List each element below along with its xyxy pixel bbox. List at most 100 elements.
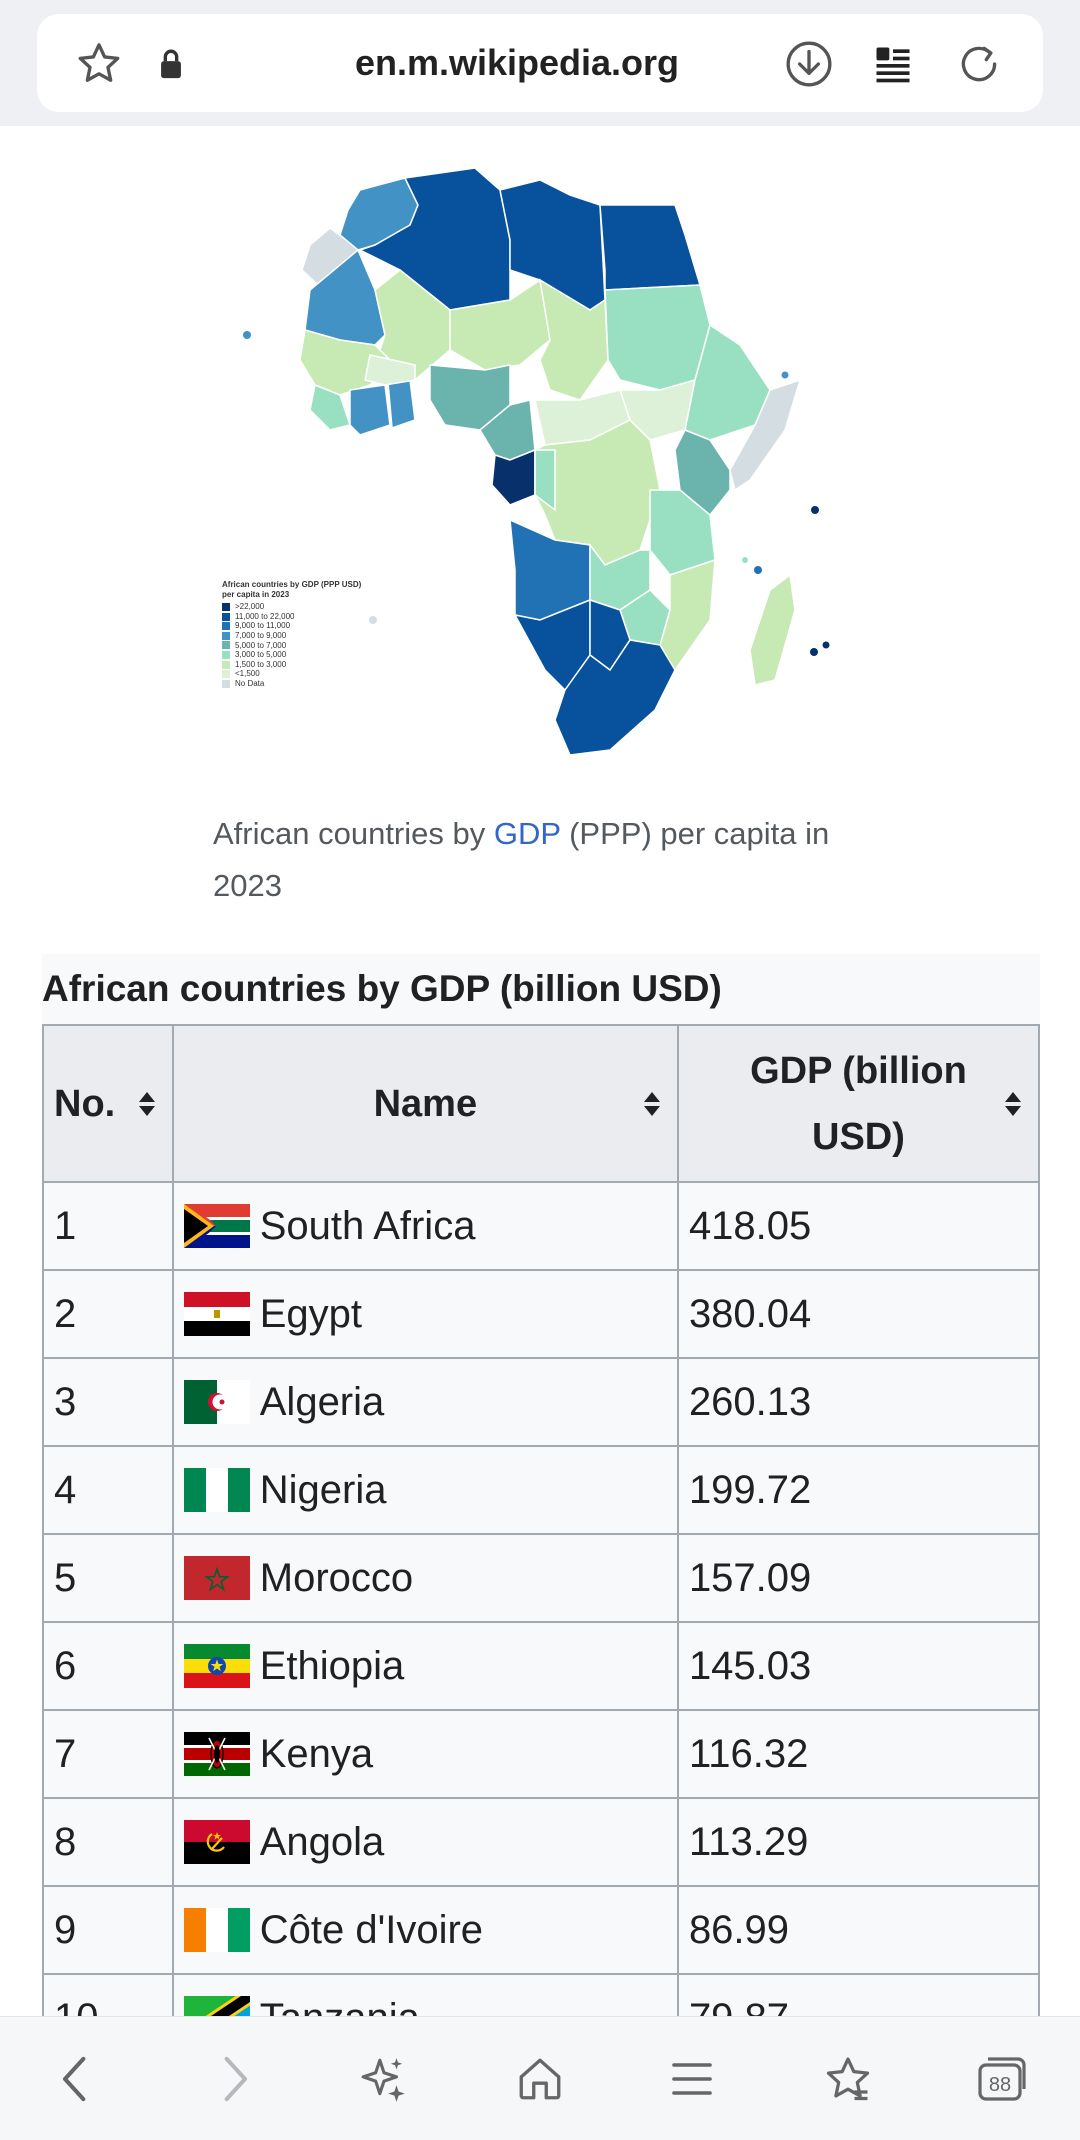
legend-item: 3,000 to 5,000 — [222, 650, 372, 660]
table-row: 5 Morocco 157.09 — [42, 1533, 1041, 1623]
map-caption: African countries by GDP (PPP) per capit… — [213, 808, 893, 912]
star-outline-icon[interactable] — [73, 38, 125, 90]
browser-toolbar: en.m.wikipedia.org — [0, 0, 1080, 126]
column-header-no[interactable]: No. — [42, 1024, 174, 1183]
country-name-link[interactable]: Kenya — [259, 1731, 374, 1776]
legend-item: No Data — [222, 679, 372, 689]
row-number: 1 — [42, 1181, 174, 1271]
ethiopia-flag-icon — [183, 1644, 250, 1688]
morocco-flag-icon — [183, 1556, 250, 1600]
gdp-value: 113.29 — [676, 1797, 1041, 1887]
address-bar[interactable]: en.m.wikipedia.org — [37, 14, 1043, 112]
tabs-icon[interactable]: 88 — [970, 2047, 1034, 2111]
algeria-flag-icon — [183, 1380, 250, 1424]
gdp-value: 157.09 — [676, 1533, 1041, 1623]
row-number: 7 — [42, 1709, 174, 1799]
table-row: 8 Angola 113.29 — [42, 1797, 1041, 1887]
lock-icon — [145, 38, 197, 90]
table-row: 3 Algeria 260.13 — [42, 1357, 1041, 1447]
row-number: 5 — [42, 1533, 174, 1623]
sort-icon[interactable] — [1002, 1089, 1024, 1119]
legend-label: No Data — [235, 678, 265, 688]
reader-mode-icon[interactable] — [867, 38, 919, 90]
column-header-name-label: Name — [373, 1082, 478, 1125]
cote-divoire-flag-icon — [183, 1908, 250, 1952]
legend-label: 7,000 to 9,000 — [235, 630, 287, 640]
country-name-link[interactable]: Algeria — [259, 1379, 385, 1424]
column-header-name[interactable]: Name — [171, 1024, 679, 1183]
column-header-gdp-line2: USD) — [812, 1115, 905, 1158]
table-row: 6 Ethiopia 145.03 — [42, 1621, 1041, 1711]
country-name-link[interactable]: South Africa — [259, 1203, 476, 1248]
reload-icon[interactable] — [953, 38, 1005, 90]
country-name-link[interactable]: Nigeria — [259, 1467, 387, 1512]
row-number: 4 — [42, 1445, 174, 1535]
south-africa-flag-icon — [183, 1204, 250, 1248]
legend-label: 9,000 to 11,000 — [235, 621, 291, 631]
row-number: 3 — [42, 1357, 174, 1447]
caption-text-after: (PPP) per capita in 2023 — [213, 816, 830, 903]
legend-item: 5,000 to 7,000 — [222, 641, 372, 651]
legend-item: <1,500 — [222, 669, 372, 679]
table-header-row: No. Name GDP (billion USD) — [42, 1024, 1041, 1183]
table-row: 4 Nigeria 199.72 — [42, 1445, 1041, 1535]
gdp-value: 86.99 — [676, 1885, 1041, 1975]
gdp-value: 380.04 — [676, 1269, 1041, 1359]
egypt-flag-icon — [183, 1292, 250, 1336]
table-row: 1 South Africa 418.05 — [42, 1181, 1041, 1271]
bottom-navigation-bar: 88 — [0, 2016, 1080, 2140]
country-name-link[interactable]: Angola — [259, 1819, 385, 1864]
gdp-value: 418.05 — [676, 1181, 1041, 1271]
download-icon[interactable] — [783, 38, 835, 90]
gdp-value: 116.32 — [676, 1709, 1041, 1799]
forward-icon[interactable] — [202, 2047, 266, 2111]
caption-text-before: African countries by — [213, 816, 494, 851]
column-header-gdp[interactable]: GDP (billion USD) — [676, 1024, 1041, 1183]
gdp-table: No. Name GDP (billion USD) 1 South Afric… — [42, 1024, 1041, 2063]
legend-label: 5,000 to 7,000 — [235, 640, 287, 650]
row-number: 9 — [42, 1885, 174, 1975]
tabs-count: 88 — [989, 2074, 1011, 2096]
legend-label: >22,000 — [235, 602, 265, 612]
menu-icon[interactable] — [660, 2047, 724, 2111]
row-number: 2 — [42, 1269, 174, 1359]
table-row: 2 Egypt 380.04 — [42, 1269, 1041, 1359]
table-row: 7 Kenya 116.32 — [42, 1709, 1041, 1799]
country-name-link[interactable]: Egypt — [259, 1291, 363, 1336]
legend-title: African countries by GDP (PPP USD) per c… — [222, 580, 362, 599]
legend-label: 3,000 to 5,000 — [235, 650, 287, 660]
url-text[interactable]: en.m.wikipedia.org — [354, 42, 680, 83]
legend-item: 1,500 to 3,000 — [222, 660, 372, 670]
sort-icon[interactable] — [136, 1089, 158, 1119]
gdp-value: 145.03 — [676, 1621, 1041, 1711]
column-header-no-label: No. — [54, 1082, 116, 1125]
kenya-flag-icon — [183, 1732, 250, 1776]
back-icon[interactable] — [44, 2047, 108, 2111]
nigeria-flag-icon — [183, 1468, 250, 1512]
africa-gdp-map[interactable] — [210, 150, 850, 780]
legend-item: 7,000 to 9,000 — [222, 631, 372, 641]
table-row: 9 Côte d'Ivoire 86.99 — [42, 1885, 1041, 1975]
country-name-link[interactable]: Morocco — [259, 1555, 414, 1600]
legend-label: 11,000 to 22,000 — [235, 611, 295, 621]
gdp-link[interactable]: GDP — [493, 816, 561, 851]
angola-flag-icon — [183, 1820, 250, 1864]
table-caption: African countries by GDP (billion USD) — [42, 954, 1040, 1024]
country-name-link[interactable]: Ethiopia — [259, 1643, 405, 1688]
sort-icon[interactable] — [641, 1089, 663, 1119]
row-number: 8 — [42, 1797, 174, 1887]
legend-label: <1,500 — [235, 669, 260, 679]
legend-item: >22,000 — [222, 602, 372, 612]
row-number: 6 — [42, 1621, 174, 1711]
legend-label: 1,500 to 3,000 — [235, 659, 287, 669]
column-header-gdp-line1: GDP (billion — [750, 1049, 967, 1092]
home-icon[interactable] — [508, 2047, 572, 2111]
legend-item: 11,000 to 22,000 — [222, 612, 372, 622]
country-name-link[interactable]: Côte d'Ivoire — [259, 1907, 484, 1952]
gdp-value: 199.72 — [676, 1445, 1041, 1535]
map-legend: African countries by GDP (PPP USD) per c… — [222, 580, 372, 689]
legend-item: 9,000 to 11,000 — [222, 621, 372, 631]
bookmarks-icon[interactable] — [816, 2047, 880, 2111]
gdp-value: 260.13 — [676, 1357, 1041, 1447]
ai-sparkle-icon[interactable] — [352, 2047, 416, 2111]
